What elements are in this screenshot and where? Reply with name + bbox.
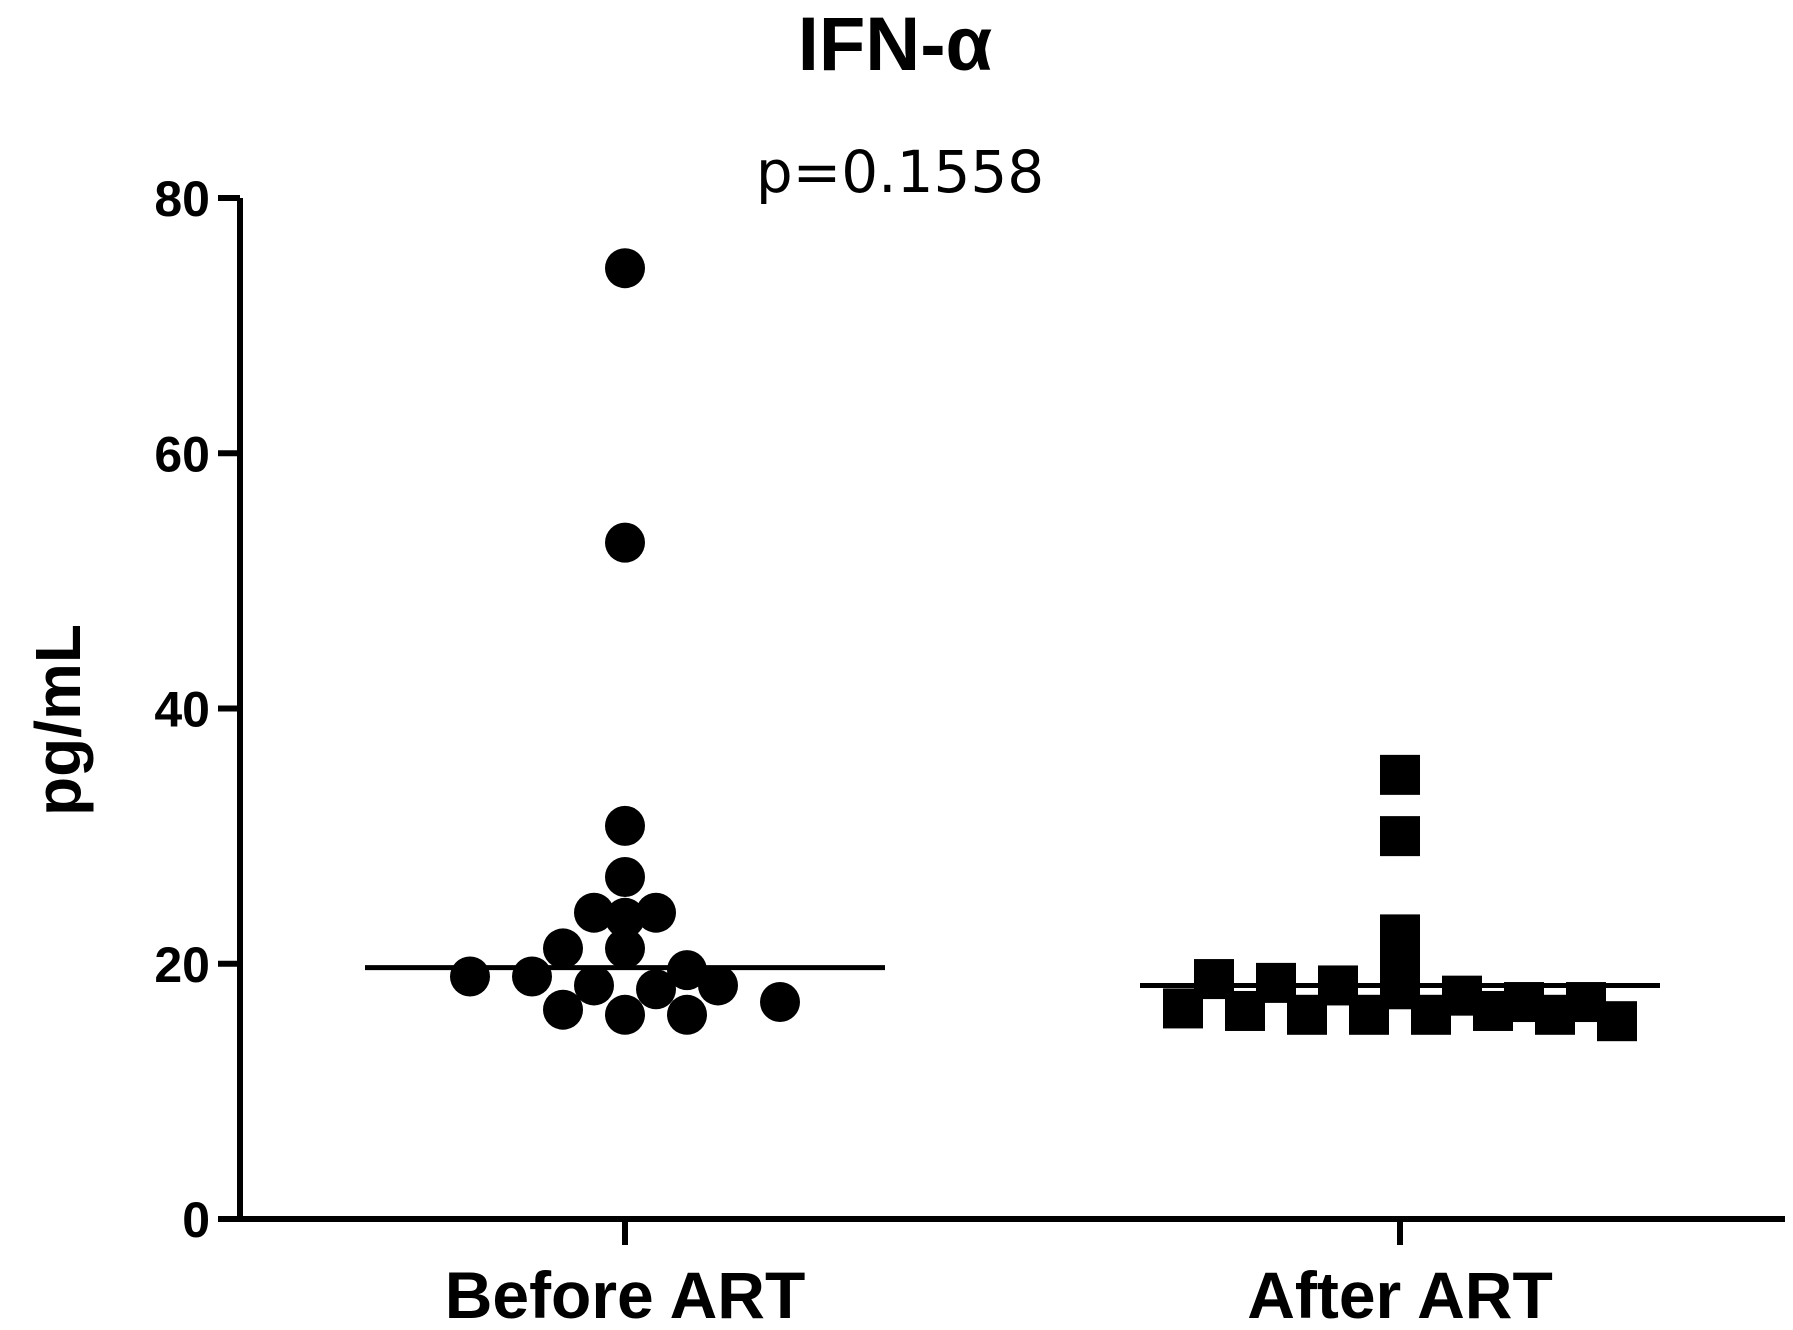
x-category-label: Before ART (445, 1258, 806, 1330)
data-point-square (1473, 990, 1513, 1031)
data-point-circle (667, 994, 707, 1035)
data-point-circle (574, 965, 614, 1006)
data-point-circle (605, 805, 645, 846)
data-point-square (1287, 994, 1327, 1035)
y-ticks: 0 20 40 60 80 (154, 171, 240, 1248)
data-points (450, 248, 1637, 1042)
y-axis-label: pg/mL (22, 624, 94, 816)
data-point-circle (450, 956, 490, 997)
p-value-label: p=0.1558 (756, 138, 1044, 206)
data-point-square (1225, 990, 1265, 1031)
data-point-circle (605, 856, 645, 897)
median-lines (365, 965, 1660, 988)
data-point-square (1380, 754, 1420, 795)
data-point-square (1380, 816, 1420, 857)
data-point-square (1411, 994, 1451, 1035)
data-point-circle (605, 928, 645, 969)
y-tick-label: 40 (154, 682, 210, 738)
axes (237, 198, 1785, 1222)
x-category-label: After ART (1247, 1258, 1553, 1330)
data-point-circle (760, 982, 800, 1023)
data-point-circle (605, 248, 645, 289)
data-point-square (1349, 994, 1389, 1035)
data-point-circle (574, 892, 614, 933)
data-point-circle (605, 994, 645, 1035)
data-point-circle (543, 989, 583, 1030)
data-point-circle (636, 892, 676, 933)
data-point-circle (512, 956, 552, 997)
data-point-circle (636, 969, 676, 1010)
y-tick-label: 60 (154, 426, 210, 482)
chart-title: IFN-α (798, 2, 992, 87)
y-tick-label: 0 (182, 1192, 210, 1248)
data-point-circle (698, 965, 738, 1006)
x-categories: Before ART After ART (445, 1219, 1553, 1330)
data-point-square (1535, 994, 1575, 1035)
data-point-square (1597, 1001, 1637, 1042)
data-point-circle (605, 522, 645, 563)
data-point-circle (667, 950, 707, 991)
data-point-circle (605, 897, 645, 938)
data-point-square (1380, 914, 1420, 955)
data-point-square (1163, 988, 1203, 1029)
y-tick-label: 20 (154, 937, 210, 993)
y-tick-label: 80 (154, 171, 210, 227)
data-point-circle (543, 928, 583, 969)
